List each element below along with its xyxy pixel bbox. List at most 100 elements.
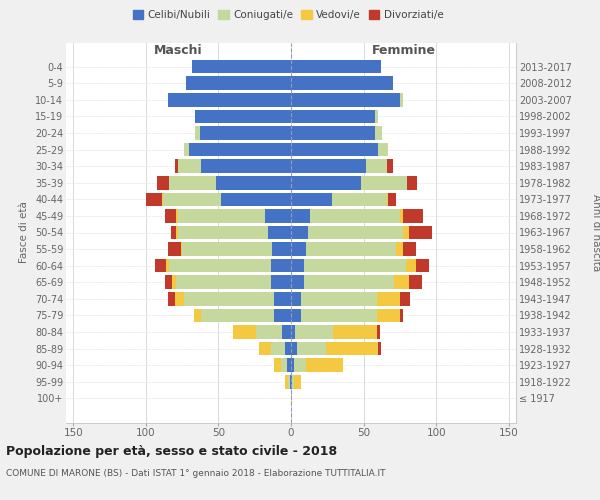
Bar xyxy=(305,242,395,256)
Bar xyxy=(176,276,271,289)
Bar xyxy=(285,375,288,388)
Bar xyxy=(291,292,301,306)
Bar xyxy=(271,342,285,355)
Bar xyxy=(165,276,172,289)
Bar xyxy=(167,242,181,256)
Bar xyxy=(291,192,332,206)
Bar xyxy=(274,358,281,372)
Bar xyxy=(274,308,291,322)
Bar xyxy=(265,209,291,222)
Bar xyxy=(291,76,392,90)
Bar xyxy=(291,242,305,256)
Bar xyxy=(406,259,416,272)
Bar xyxy=(195,110,291,123)
Bar xyxy=(178,160,201,173)
Bar xyxy=(400,308,403,322)
Bar xyxy=(387,192,388,206)
Bar xyxy=(172,276,176,289)
Bar xyxy=(294,358,305,372)
Bar xyxy=(291,358,294,372)
Bar xyxy=(291,259,304,272)
Bar xyxy=(304,259,406,272)
Bar xyxy=(285,342,291,355)
Bar xyxy=(291,276,304,289)
Bar xyxy=(297,342,326,355)
Bar xyxy=(162,192,163,206)
Bar xyxy=(259,342,271,355)
Bar xyxy=(407,176,417,190)
Bar xyxy=(170,226,176,239)
Bar xyxy=(378,142,388,156)
Bar xyxy=(294,375,301,388)
Bar xyxy=(291,308,301,322)
Bar xyxy=(167,292,175,306)
Legend: Celibi/Nubili, Coniugati/e, Vedovi/e, Divorziati/e: Celibi/Nubili, Coniugati/e, Vedovi/e, Di… xyxy=(131,8,445,22)
Bar xyxy=(291,142,378,156)
Bar xyxy=(291,209,310,222)
Bar xyxy=(291,342,297,355)
Bar xyxy=(146,192,162,206)
Bar xyxy=(192,60,291,74)
Bar xyxy=(403,209,423,222)
Bar xyxy=(291,226,308,239)
Bar xyxy=(378,342,381,355)
Bar xyxy=(416,259,429,272)
Bar xyxy=(169,176,215,190)
Bar xyxy=(388,192,395,206)
Bar xyxy=(400,209,403,222)
Bar xyxy=(400,292,410,306)
Bar xyxy=(409,226,432,239)
Bar xyxy=(166,259,169,272)
Bar xyxy=(268,226,291,239)
Bar xyxy=(195,126,200,140)
Bar xyxy=(310,209,400,222)
Bar xyxy=(291,93,400,106)
Bar xyxy=(326,342,378,355)
Bar xyxy=(233,326,256,339)
Bar xyxy=(291,160,367,173)
Bar xyxy=(308,226,403,239)
Bar xyxy=(291,60,381,74)
Bar xyxy=(155,259,166,272)
Bar xyxy=(169,259,271,272)
Bar xyxy=(403,226,409,239)
Bar xyxy=(221,192,291,206)
Bar xyxy=(184,142,190,156)
Bar xyxy=(274,292,291,306)
Bar xyxy=(178,209,265,222)
Bar xyxy=(175,160,178,173)
Bar xyxy=(333,326,377,339)
Bar xyxy=(200,126,291,140)
Bar xyxy=(409,276,422,289)
Bar xyxy=(291,326,295,339)
Bar xyxy=(215,176,291,190)
Bar xyxy=(175,292,184,306)
Bar xyxy=(305,358,343,372)
Text: COMUNE DI MARONE (BS) - Dati ISTAT 1° gennaio 2018 - Elaborazione TUTTITALIA.IT: COMUNE DI MARONE (BS) - Dati ISTAT 1° ge… xyxy=(6,469,386,478)
Bar xyxy=(361,176,407,190)
Bar xyxy=(332,192,387,206)
Bar xyxy=(291,176,361,190)
Bar xyxy=(167,93,291,106)
Bar xyxy=(271,259,291,272)
Bar xyxy=(377,308,400,322)
Bar xyxy=(181,242,182,256)
Bar xyxy=(201,308,274,322)
Bar xyxy=(282,326,291,339)
Bar xyxy=(287,358,291,372)
Bar xyxy=(187,76,291,90)
Bar xyxy=(291,375,292,388)
Bar xyxy=(194,308,201,322)
Bar xyxy=(304,276,394,289)
Bar xyxy=(271,276,291,289)
Bar xyxy=(301,292,377,306)
Bar xyxy=(291,110,375,123)
Bar xyxy=(292,375,294,388)
Bar xyxy=(400,93,403,106)
Text: Maschi: Maschi xyxy=(154,44,203,57)
Bar xyxy=(176,209,178,222)
Bar xyxy=(295,326,333,339)
Bar xyxy=(184,292,274,306)
Bar xyxy=(290,375,291,388)
Bar xyxy=(291,126,375,140)
